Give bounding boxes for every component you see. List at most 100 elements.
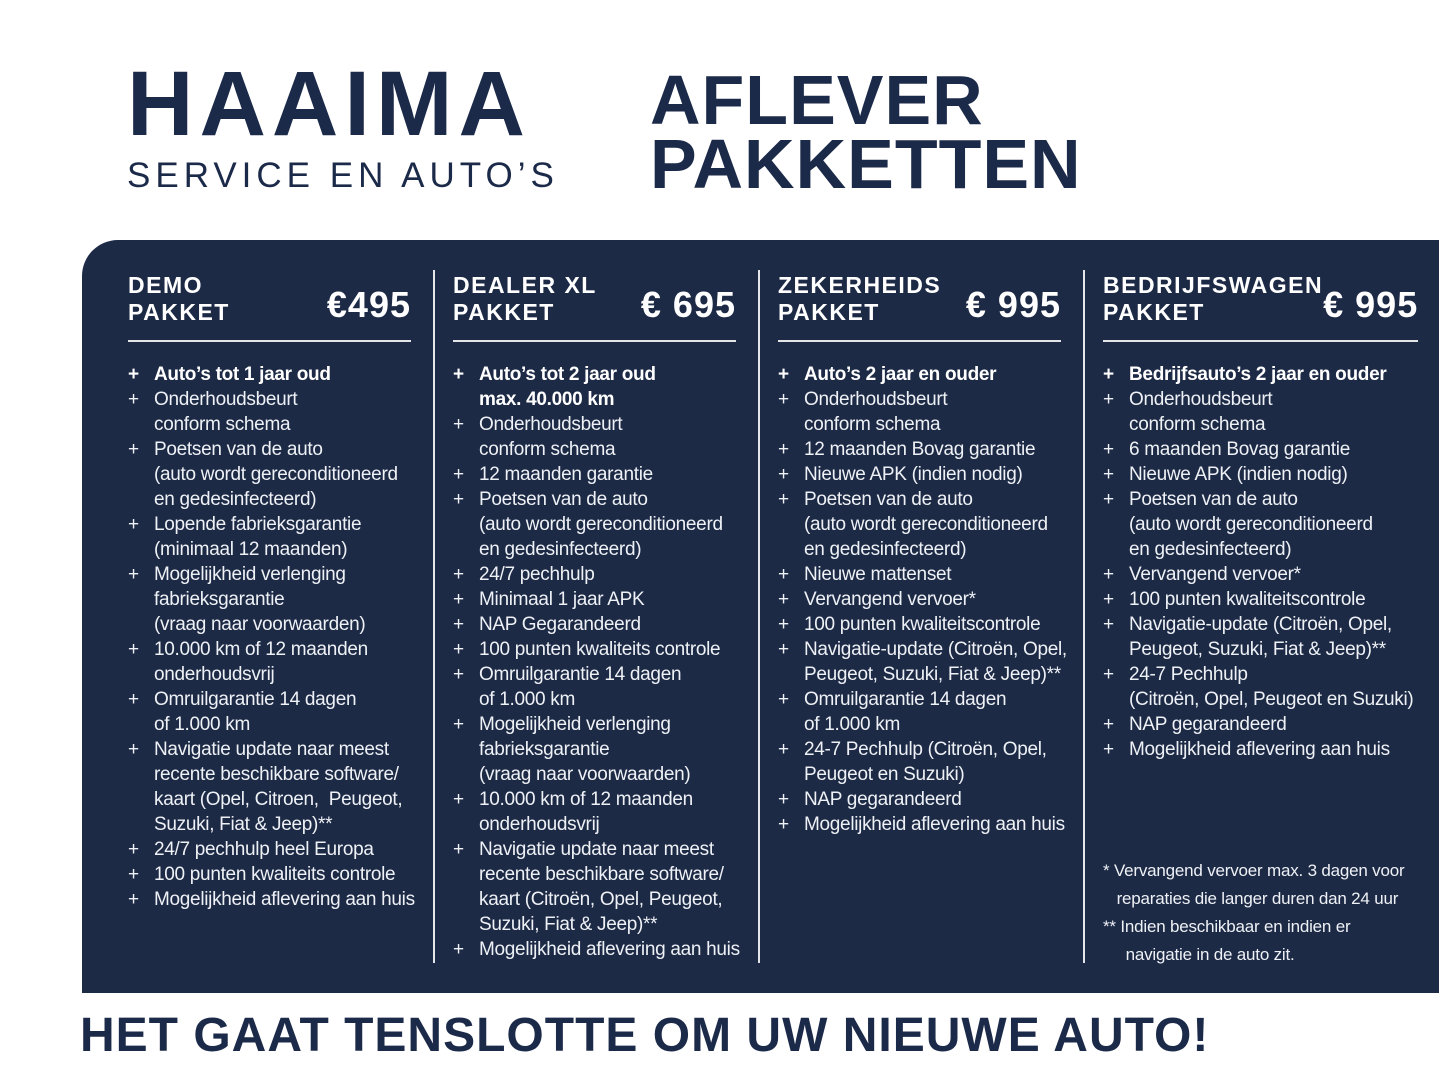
feature-text: 24-7 Pechhulp (Citroën, Opel, Peugeot en…	[1129, 664, 1414, 710]
feature-list: + Auto’s tot 1 jaar oud + Onderhoudsbeurt c…	[128, 362, 435, 912]
feature-text: Mogelijkheid aflevering aan huis	[154, 889, 415, 910]
package-column: DEALER XL PAKKET € 695 + Auto’s tot 2 jaa…	[435, 240, 760, 993]
package-name: DEALER XL PAKKET	[453, 272, 597, 325]
plus-bullet-icon: +	[453, 414, 464, 435]
plus-bullet-icon: +	[453, 789, 464, 810]
feature-text: 12 maanden Bovag garantie	[804, 439, 1036, 460]
header-underline	[453, 340, 736, 342]
feature-item: + Mogelijkheid aflevering aan huis	[128, 887, 435, 912]
plus-bullet-icon: +	[453, 614, 464, 635]
plus-bullet-icon: +	[453, 489, 464, 510]
feature-item: + Bedrijfsauto’s 2 jaar en ouder	[1103, 362, 1439, 387]
feature-item: + Poetsen van de auto (auto wordt gerecon…	[453, 487, 760, 562]
plus-bullet-icon: +	[1103, 564, 1114, 585]
feature-text: Mogelijkheid aflevering aan huis	[1129, 739, 1390, 760]
feature-text: Mogelijkheid aflevering aan huis	[479, 939, 740, 960]
feature-item: +12 maanden Bovag garantie	[778, 437, 1085, 462]
brand-tagline: SERVICE EN AUTO’S	[127, 156, 559, 195]
plus-bullet-icon: +	[128, 864, 139, 885]
feature-item: + Nieuwe mattenset	[778, 562, 1085, 587]
feature-item: + Poetsen van de auto (auto wordt gerecon…	[1103, 487, 1439, 562]
feature-text: Poetsen van de auto (auto wordt gerecond…	[154, 439, 398, 510]
header-underline	[128, 340, 411, 342]
page-title-line1: AFLEVER	[650, 61, 984, 139]
feature-text: Navigatie update naar meest recente besc…	[479, 839, 724, 935]
feature-text: Onderhoudsbeurt conform schema	[154, 389, 298, 435]
feature-text: 100 punten kwaliteits controle	[479, 639, 721, 660]
plus-bullet-icon: +	[1103, 589, 1114, 610]
feature-text: 24/7 pechhulp	[479, 564, 595, 585]
plus-bullet-icon: +	[128, 564, 139, 585]
packages-panel: DEMO PAKKET €495 + Auto’s tot 1 jaar oud +…	[82, 240, 1439, 993]
feature-item: + Navigatie-update (Citroën, Opel, Peugeo…	[778, 637, 1085, 687]
package-price: € 995	[965, 284, 1061, 325]
feature-text: NAP gegarandeerd	[1129, 714, 1287, 735]
feature-item: + Poetsen van de auto (auto wordt gerecon…	[128, 437, 435, 512]
feature-item: +100 punten kwaliteits controle	[128, 862, 435, 887]
plus-bullet-icon: +	[1103, 664, 1114, 685]
feature-text: NAP gegarandeerd	[804, 789, 962, 810]
feature-text: Nieuwe mattenset	[804, 564, 952, 585]
plus-bullet-icon: +	[128, 439, 139, 460]
plus-bullet-icon: +	[453, 839, 464, 860]
feature-text: Navigatie update naar meest recente besc…	[154, 739, 403, 835]
plus-bullet-icon: +	[1103, 439, 1114, 460]
feature-text: Poetsen van de auto (auto wordt gerecond…	[1129, 489, 1373, 560]
plus-bullet-icon: +	[453, 639, 464, 660]
feature-item: + Navigatie-update (Citroën, Opel, Peugeo…	[1103, 612, 1439, 662]
feature-text: Nieuwe APK (indien nodig)	[1129, 464, 1348, 485]
plus-bullet-icon: +	[1103, 739, 1114, 760]
feature-item: + Onderhoudsbeurt conform schema	[128, 387, 435, 437]
feature-text: Auto’s tot 2 jaar oud max. 40.000 km	[479, 364, 656, 410]
plus-bullet-icon: +	[128, 514, 139, 535]
plus-bullet-icon: +	[778, 464, 789, 485]
package-price: € 995	[1323, 284, 1419, 325]
feature-text: Onderhoudsbeurt conform schema	[804, 389, 948, 435]
feature-text: Vervangend vervoer*	[804, 589, 976, 610]
plus-bullet-icon: +	[778, 639, 789, 660]
feature-list: + Auto’s tot 2 jaar oud max. 40.000 km + On…	[453, 362, 760, 962]
feature-item: + Navigatie update naar meest recente bes…	[128, 737, 435, 837]
package-column: BEDRIJFSWAGEN PAKKET € 995 + Bedrijfsauto…	[1085, 240, 1439, 993]
plus-bullet-icon: +	[778, 814, 789, 835]
feature-text: 6 maanden Bovag garantie	[1129, 439, 1350, 460]
feature-item: + Mogelijkheid aflevering aan huis	[778, 812, 1085, 837]
brand-name: HAAIMA	[127, 53, 531, 155]
feature-item: + Nieuwe APK (indien nodig)	[1103, 462, 1439, 487]
page-header: HAAIMA SERVICE EN AUTO’S AFLEVER PAKKETT…	[0, 0, 1439, 240]
package-column: ZEKERHEIDS PAKKET € 995 + Auto’s 2 jaar e…	[760, 240, 1085, 993]
feature-item: +100 punten kwaliteits controle	[453, 637, 760, 662]
feature-item: + Mogelijkheid verlenging fabrieksgaranti…	[128, 562, 435, 637]
feature-text: Nieuwe APK (indien nodig)	[804, 464, 1023, 485]
feature-text: Auto’s tot 1 jaar oud	[154, 364, 331, 385]
feature-item: +24/7 pechhulp heel Europa	[128, 837, 435, 862]
footer-slogan: HET GAAT TENSLOTTE OM UW NIEUWE AUTO!	[80, 1009, 1210, 1062]
feature-item: + Omruilgarantie 14 dagen of 1.000 km	[778, 687, 1085, 737]
feature-text: 100 punten kwaliteits controle	[154, 864, 396, 885]
feature-text: 10.000 km of 12 maanden onderhoudsvrij	[479, 789, 693, 835]
feature-text: 24-7 Pechhulp (Citroën, Opel, Peugeot en…	[804, 739, 1047, 785]
plus-bullet-icon: +	[453, 589, 464, 610]
feature-item: + Omruilgarantie 14 dagen of 1.000 km	[453, 662, 760, 712]
feature-item: +24-7 Pechhulp (Citroën, Opel, Peugeot e…	[1103, 662, 1439, 712]
feature-item: + Poetsen van de auto (auto wordt gerecon…	[778, 487, 1085, 562]
plus-bullet-icon: +	[778, 789, 789, 810]
feature-item: +24-7 Pechhulp (Citroën, Opel, Peugeot e…	[778, 737, 1085, 787]
plus-bullet-icon: +	[453, 664, 464, 685]
feature-item: + NAP gegarandeerd	[1103, 712, 1439, 737]
feature-text: Minimaal 1 jaar APK	[479, 589, 645, 610]
package-header: ZEKERHEIDS PAKKET € 995	[778, 272, 1085, 326]
feature-text: Lopende fabrieksgarantie (minimaal 12 ma…	[154, 514, 362, 560]
feature-item: +12 maanden garantie	[453, 462, 760, 487]
plus-bullet-icon: +	[778, 614, 789, 635]
plus-bullet-icon: +	[778, 489, 789, 510]
package-name: BEDRIJFSWAGEN PAKKET	[1103, 272, 1324, 325]
feature-text: 100 punten kwaliteitscontrole	[1129, 589, 1366, 610]
feature-text: Omruilgarantie 14 dagen of 1.000 km	[154, 689, 357, 735]
footnotes: * Vervangend vervoer max. 3 dagen voor r…	[1103, 857, 1439, 969]
package-header: BEDRIJFSWAGEN PAKKET € 995	[1103, 272, 1439, 326]
feature-item: +100 punten kwaliteitscontrole	[778, 612, 1085, 637]
plus-bullet-icon: +	[1103, 714, 1114, 735]
plus-bullet-icon: +	[453, 714, 464, 735]
plus-bullet-icon: +	[1103, 389, 1114, 410]
